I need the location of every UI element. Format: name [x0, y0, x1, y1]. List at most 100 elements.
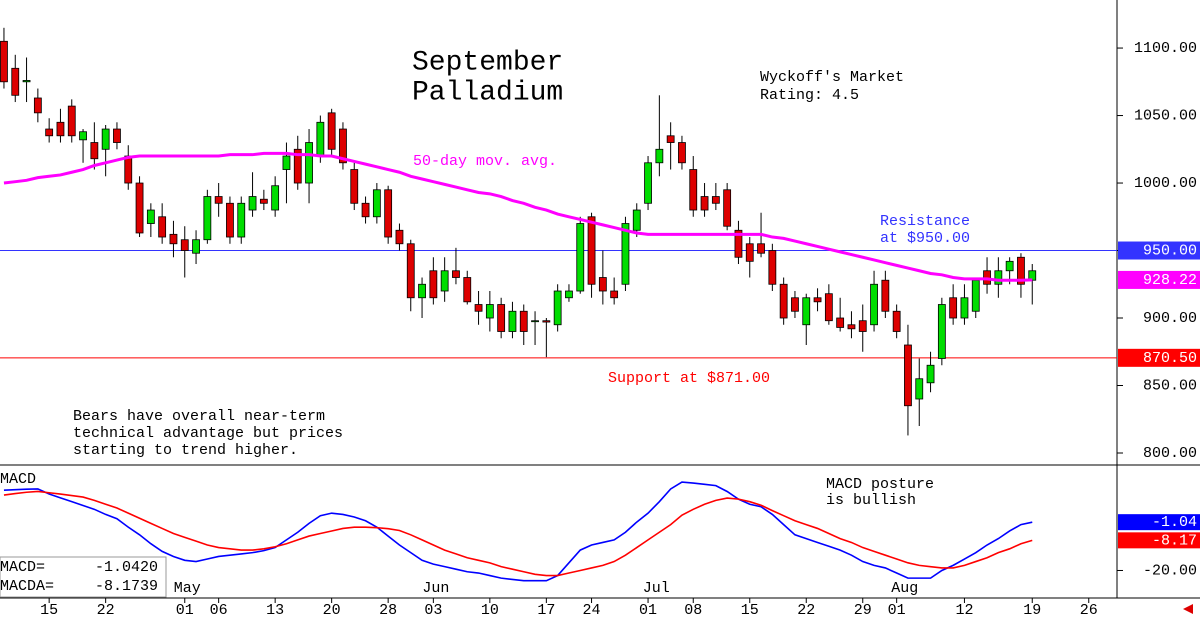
- candle-body: [655, 148, 664, 164]
- level-label: 870.50: [1143, 350, 1197, 367]
- macd-last-box: [1118, 514, 1200, 531]
- candle-body: [11, 67, 20, 96]
- candle-body: [395, 229, 404, 245]
- candle-body: [203, 196, 212, 241]
- candle-body: [666, 135, 675, 143]
- candle-body: [960, 297, 969, 319]
- scroll-arrow: [1183, 604, 1193, 614]
- x-tick-label: 19: [1023, 602, 1041, 619]
- candle-body: [282, 155, 291, 170]
- candle-body: [598, 277, 607, 292]
- candle-body: [621, 223, 630, 285]
- x-tick-label: 01: [888, 602, 906, 619]
- ma-last-box: [1118, 270, 1200, 289]
- x-tick-label: 15: [741, 602, 759, 619]
- candle-body: [474, 304, 483, 312]
- candle-body: [248, 196, 257, 211]
- y-tick-label: -20.00: [1143, 562, 1197, 579]
- resistance-note: at $950.00: [880, 230, 970, 247]
- candle-body: [45, 128, 54, 137]
- macd-line: [3, 481, 1033, 582]
- ma-label: 50-day mov. avg.: [413, 153, 557, 170]
- candle-body: [508, 310, 517, 332]
- candle-body: [79, 131, 87, 141]
- candle-body: [463, 277, 472, 303]
- y-tick-label: 900.00: [1143, 310, 1197, 327]
- candle-body: [180, 239, 189, 251]
- candle-body: [858, 320, 867, 332]
- rating: Rating: 4.5: [760, 87, 859, 104]
- x-tick-label: 06: [210, 602, 228, 619]
- comment: starting to trend higher.: [73, 442, 298, 459]
- candle-body: [610, 290, 619, 299]
- candle-body: [192, 239, 200, 254]
- candle-body: [565, 290, 573, 299]
- x-tick-label: 13: [266, 602, 284, 619]
- x-tick-label: 28: [379, 602, 397, 619]
- candle-body: [949, 297, 958, 319]
- readout-value: -8.1739: [95, 578, 158, 595]
- candle-body: [531, 320, 539, 323]
- candle-body: [113, 128, 121, 143]
- rating: Wyckoff's Market: [760, 69, 904, 86]
- candle-body: [90, 142, 99, 160]
- y-tick-label: 1050.00: [1134, 108, 1197, 125]
- candle-body: [214, 196, 223, 204]
- candle-body: [406, 243, 415, 299]
- candle-body: [135, 182, 144, 234]
- resistance-note: Resistance: [880, 213, 970, 230]
- readout-box: [0, 556, 167, 598]
- candle-body: [372, 189, 381, 218]
- month-label: Jul: [643, 580, 670, 597]
- x-tick-label: 03: [424, 602, 442, 619]
- candle-body: [689, 169, 698, 211]
- readout-name: MACDA=: [0, 578, 54, 595]
- candle-body: [350, 169, 359, 204]
- x-tick-label: 29: [854, 602, 872, 619]
- candle-body: [271, 185, 280, 211]
- x-tick-label: 01: [639, 602, 657, 619]
- candle-body: [711, 196, 720, 204]
- candle-body: [0, 40, 8, 83]
- candle-body: [576, 223, 585, 292]
- macd-note: is bullish: [826, 492, 916, 509]
- candle-body: [497, 304, 506, 332]
- candle-body: [632, 209, 641, 231]
- candle-body: [971, 279, 980, 312]
- month-label: Aug: [891, 580, 918, 597]
- candle-body: [429, 270, 438, 299]
- candle-body: [757, 243, 765, 254]
- candle-body: [870, 283, 878, 326]
- candle-body: [678, 142, 686, 164]
- candle-body: [384, 189, 393, 238]
- candle-body: [791, 297, 799, 312]
- candle-body: [158, 216, 167, 238]
- candle-body: [824, 293, 833, 322]
- month-label: May: [174, 580, 201, 597]
- candle-body: [339, 128, 347, 164]
- candle-body: [56, 121, 65, 137]
- ma-last-label: 928.22: [1143, 272, 1197, 289]
- month-label: Jun: [422, 580, 449, 597]
- candle-body: [146, 209, 155, 224]
- macd-last-label: -8.17: [1152, 532, 1197, 549]
- candle-body: [33, 97, 42, 114]
- x-tick-label: 22: [797, 602, 815, 619]
- chart-title: September: [412, 47, 563, 78]
- candle-body: [700, 196, 709, 211]
- candle-body: [259, 198, 268, 204]
- candle-body: [937, 304, 946, 359]
- candle-body: [802, 297, 811, 326]
- candle-body: [904, 344, 912, 407]
- candle-body: [418, 283, 426, 299]
- comment: technical advantage but prices: [73, 425, 343, 442]
- x-tick-label: 01: [176, 602, 194, 619]
- x-tick-label: 24: [583, 602, 601, 619]
- candle-body: [124, 155, 133, 184]
- comment: Bears have overall near-term: [73, 408, 325, 425]
- level-label: 950.00: [1143, 242, 1197, 259]
- candle-body: [745, 243, 754, 262]
- candle-body: [485, 304, 494, 319]
